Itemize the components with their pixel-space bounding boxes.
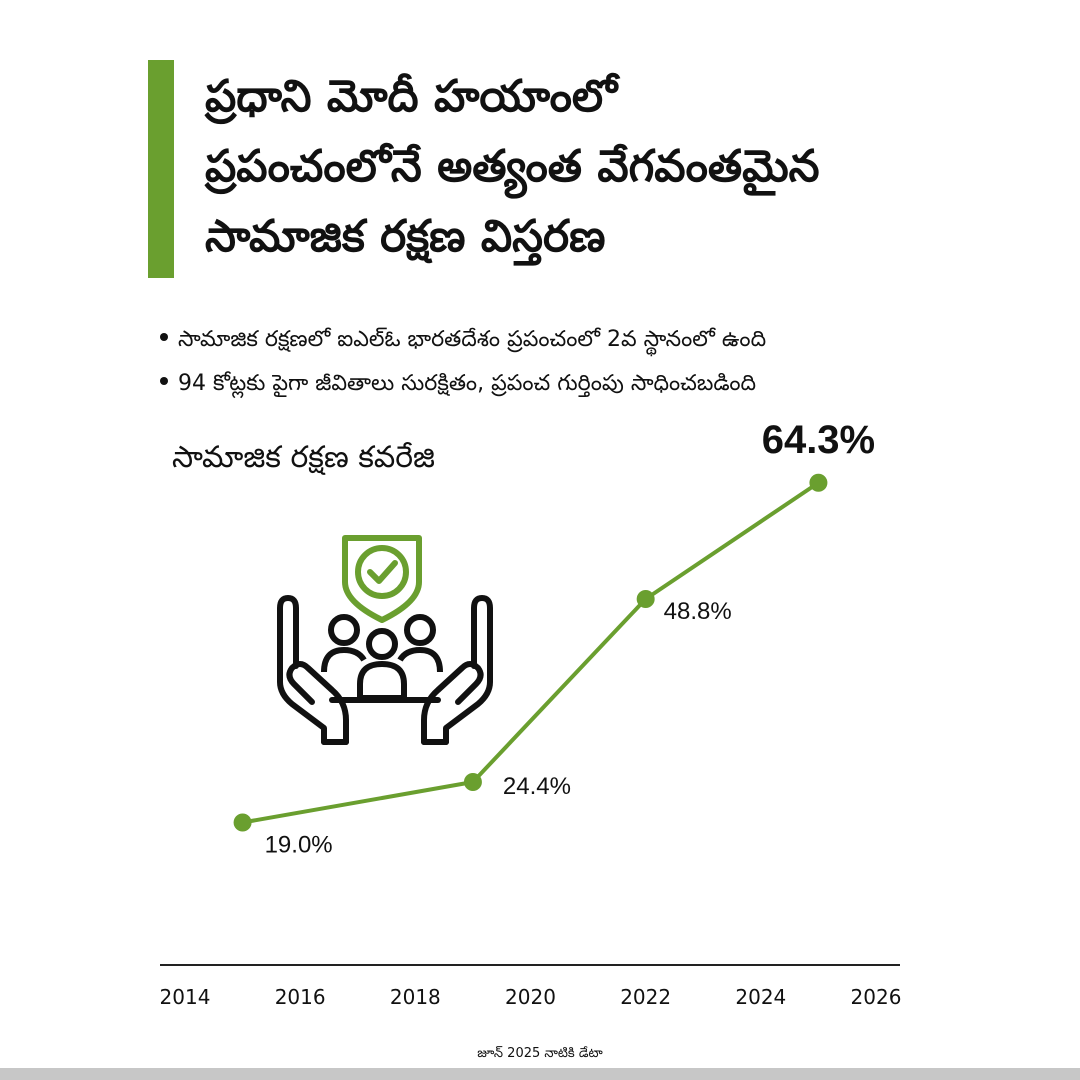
chart-title: సామాజిక రక్షణ కవరేజి [172, 440, 435, 475]
series-line [242, 481, 820, 825]
headline-line-3: సామాజిక రక్షణ విస్తరణ [205, 211, 606, 262]
headline: ప్రధాని మోదీ హయాంలో ప్రపంచంలోనే అత్యంత వ… [205, 62, 1055, 272]
bullet-text-2: 94 కోట్లకు పైగా జీవితాలు సురక్షితం, ప్రప… [178, 371, 757, 396]
series-group: 19.0% 24.4% 48.8% 64.3% [233, 418, 875, 859]
left-hand [277, 595, 349, 745]
x-tick-label-2018: 2018 [390, 985, 441, 1009]
hands-protecting-family-with-shield-check-icon [277, 535, 493, 745]
bullet-dot [160, 333, 168, 341]
person-center-head [366, 628, 398, 660]
data-point-2022 [636, 590, 655, 608]
check-mark [367, 560, 398, 584]
x-tick-labels: 2014 2016 2018 2020 2022 2024 2026 [160, 985, 902, 1009]
x-tick-label-2026: 2026 [851, 985, 902, 1009]
data-point-2015 [233, 813, 252, 832]
bullet-item-2: 94 కోట్లకు పైగా జీవితాలు సురక్షితం, ప్రప… [160, 362, 766, 406]
data-label-2015: 19.0% [265, 832, 333, 859]
x-tick-label-2016: 2016 [275, 985, 326, 1009]
data-label-2022: 48.8% [664, 598, 732, 625]
x-tick-label-2014: 2014 [160, 985, 211, 1009]
check-badge-circle [355, 545, 409, 599]
bullet-dot [160, 377, 168, 385]
person-left-body [321, 647, 367, 673]
data-label-2019: 24.4% [503, 773, 571, 800]
accent-bar [148, 60, 174, 278]
right-hand [421, 595, 493, 745]
data-point-2025 [809, 473, 828, 492]
shield-outline [342, 535, 422, 623]
person-right-head [404, 614, 436, 646]
data-point-2019 [463, 773, 482, 791]
data-label-2025: 64.3% [762, 418, 875, 462]
headline-line-1: ప్రధాని మోదీ హయాంలో [205, 71, 618, 122]
x-tick-label-2024: 2024 [735, 985, 786, 1009]
bottom-strip [0, 1068, 1080, 1080]
bullet-text-1: సామాజిక రక్షణలో ఐఎల్ఓ భారతదేశం ప్రపంచంలో… [178, 327, 767, 352]
headline-line-2: ప్రపంచంలోనే అత్యంత వేగవంతమైన [205, 141, 820, 192]
person-right-body [397, 647, 443, 673]
data-footnote: జూన్ 2025 నాటికి డేటా [477, 1046, 603, 1061]
person-center-body [357, 661, 407, 701]
x-tick-label-2022: 2022 [620, 985, 671, 1009]
x-tick-label-2020: 2020 [505, 985, 556, 1009]
bullet-list: సామాజిక రక్షణలో ఐఎల్ఓ భారతదేశం ప్రపంచంలో… [160, 318, 766, 406]
bullet-item-1: సామాజిక రక్షణలో ఐఎల్ఓ భారతదేశం ప్రపంచంలో… [160, 318, 766, 362]
person-left-head [328, 614, 360, 646]
